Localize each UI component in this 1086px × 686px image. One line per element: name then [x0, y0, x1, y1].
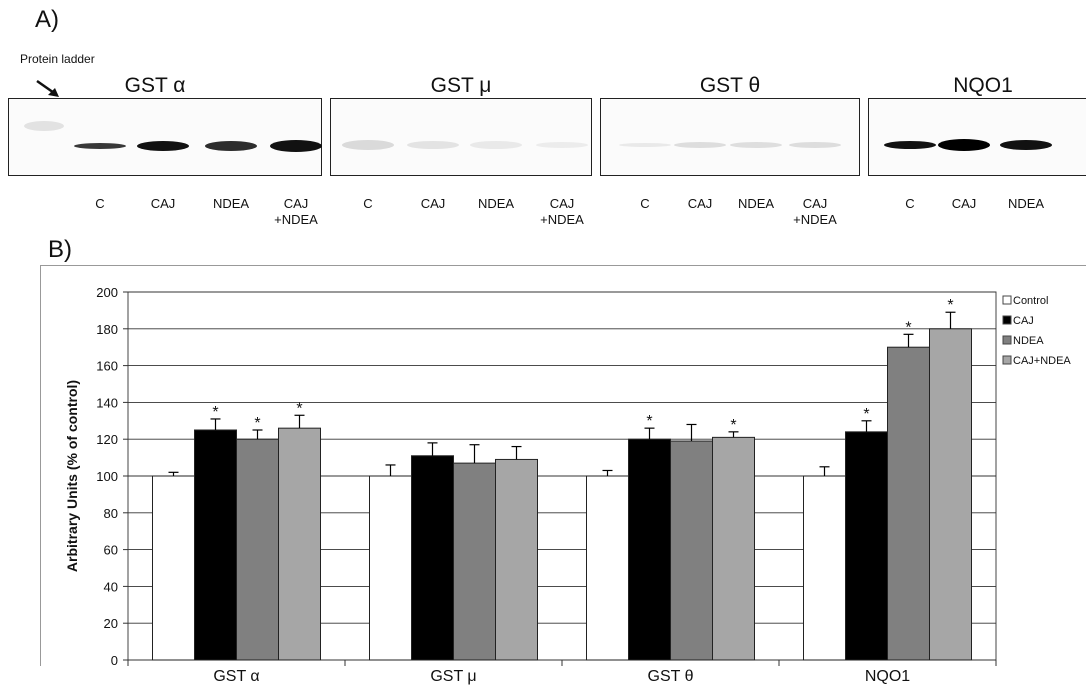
protein-band	[884, 141, 936, 149]
bar	[453, 462, 496, 661]
bar	[712, 436, 755, 661]
lane-label: CAJ	[150, 196, 176, 211]
y-tick-label: 180	[96, 322, 118, 337]
lane-label: C	[905, 196, 915, 211]
y-tick-label: 40	[104, 579, 118, 594]
y-tick-label: 20	[104, 616, 118, 631]
legend-swatch	[1002, 335, 1012, 345]
significance-marker: *	[863, 406, 869, 423]
protein-band	[1000, 140, 1052, 150]
lane-label: CAJ	[687, 196, 713, 211]
significance-marker: *	[905, 319, 911, 336]
legend-swatch	[1002, 295, 1012, 305]
significance-marker: *	[296, 400, 302, 417]
protein-band	[789, 142, 841, 148]
protein-band	[470, 141, 522, 149]
blot-title: GST μ	[430, 74, 492, 97]
lane-label: CAJ +NDEA	[540, 196, 584, 227]
legend-label: CAJ	[1013, 315, 1034, 327]
blot-image	[868, 98, 1086, 176]
significance-marker: *	[646, 413, 652, 430]
y-tick-label: 140	[96, 395, 118, 410]
y-tick-label: 200	[96, 285, 118, 300]
lane-label: NDEA	[212, 196, 250, 211]
y-tick-label: 0	[111, 653, 118, 668]
significance-marker: *	[254, 415, 260, 432]
lane-label: C	[640, 196, 650, 211]
blot-title: GST θ	[699, 74, 761, 97]
y-tick-label: 120	[96, 432, 118, 447]
lane-label: C	[95, 196, 105, 211]
panel-b-label: B)	[48, 236, 72, 263]
protein-band	[674, 142, 726, 148]
bar	[803, 475, 846, 661]
blot-image	[8, 98, 322, 176]
protein-band	[730, 142, 782, 148]
protein-ladder-label: Protein ladder	[20, 52, 95, 66]
lane-label: NDEA	[477, 196, 515, 211]
bar	[369, 475, 412, 661]
lane-label: CAJ	[951, 196, 977, 211]
x-tick-label: GST μ	[430, 668, 476, 685]
lane-label: C	[363, 196, 373, 211]
blot-image	[330, 98, 592, 176]
blot-title: NQO1	[953, 74, 1013, 97]
bar	[628, 438, 671, 661]
protein-band	[342, 140, 394, 150]
significance-marker: *	[947, 297, 953, 314]
y-tick-label: 60	[104, 543, 118, 558]
y-tick-label: 100	[96, 469, 118, 484]
chart-frame	[40, 265, 1086, 666]
bar	[929, 328, 972, 661]
lane-label: NDEA	[1007, 196, 1045, 211]
arrow-icon	[36, 79, 59, 97]
bar	[278, 427, 321, 661]
bar	[845, 431, 888, 661]
protein-band	[938, 139, 990, 151]
legend-label: Control	[1013, 295, 1048, 307]
panel-a-label: A)	[35, 6, 59, 33]
y-tick-label: 160	[96, 359, 118, 374]
protein-band	[74, 143, 126, 149]
bar	[887, 346, 930, 661]
bar	[411, 455, 454, 661]
blot-image	[600, 98, 860, 176]
ladder-band	[24, 121, 64, 131]
significance-marker: *	[212, 404, 218, 421]
bar	[236, 438, 279, 661]
lane-label: CAJ	[420, 196, 446, 211]
legend-swatch	[1002, 315, 1012, 325]
protein-band	[536, 142, 588, 148]
bar	[194, 429, 237, 661]
protein-band	[407, 141, 459, 149]
bar	[152, 475, 195, 661]
bar	[495, 458, 538, 661]
bar	[586, 475, 629, 661]
protein-band	[270, 140, 322, 152]
lane-label: CAJ +NDEA	[793, 196, 837, 227]
protein-band	[619, 143, 671, 147]
y-tick-label: 80	[104, 506, 118, 521]
significance-marker: *	[730, 417, 736, 434]
protein-band	[137, 141, 189, 151]
x-tick-label: GST θ	[648, 668, 694, 685]
lane-label: CAJ +NDEA	[274, 196, 318, 227]
x-tick-label: GST α	[213, 668, 259, 685]
legend-swatch	[1002, 355, 1012, 365]
lane-label: NDEA	[737, 196, 775, 211]
legend-label: CAJ+NDEA	[1013, 355, 1071, 367]
bar	[670, 440, 713, 661]
protein-band	[205, 141, 257, 151]
x-tick-label: NQO1	[865, 668, 910, 685]
legend-label: NDEA	[1013, 335, 1044, 347]
y-axis-label: Arbitrary Units (% of control)	[64, 380, 80, 572]
blot-title: GST α	[124, 74, 186, 97]
